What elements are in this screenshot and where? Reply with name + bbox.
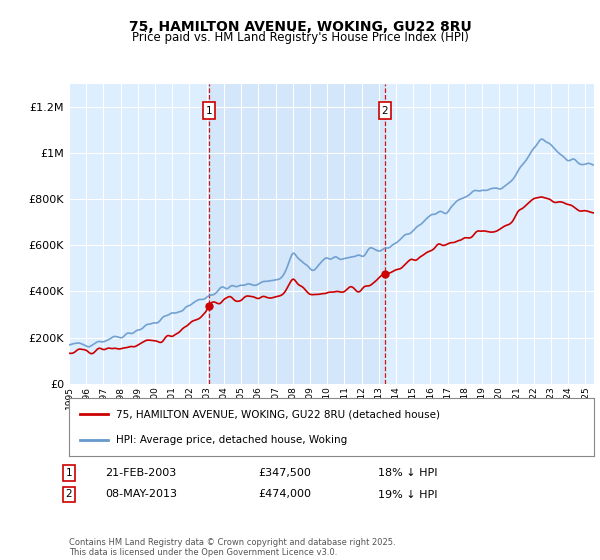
Text: 1: 1 [206,105,212,115]
Text: £474,000: £474,000 [258,489,311,500]
Text: 21-FEB-2003: 21-FEB-2003 [105,468,176,478]
Bar [209,84,385,384]
Text: 75, HAMILTON AVENUE, WOKING, GU22 8RU (detached house): 75, HAMILTON AVENUE, WOKING, GU22 8RU (d… [116,409,440,419]
Text: Contains HM Land Registry data © Crown copyright and database right 2025.
This d: Contains HM Land Registry data © Crown c… [69,538,395,557]
Text: 75, HAMILTON AVENUE, WOKING, GU22 8RU: 75, HAMILTON AVENUE, WOKING, GU22 8RU [128,20,472,34]
Text: 1: 1 [65,468,73,478]
Text: £347,500: £347,500 [258,468,311,478]
Text: Price paid vs. HM Land Registry's House Price Index (HPI): Price paid vs. HM Land Registry's House … [131,31,469,44]
Text: 08-MAY-2013: 08-MAY-2013 [105,489,177,500]
Text: HPI: Average price, detached house, Woking: HPI: Average price, detached house, Woki… [116,435,347,445]
Text: 19% ↓ HPI: 19% ↓ HPI [378,489,437,500]
Text: 2: 2 [382,105,388,115]
Text: 2: 2 [65,489,73,500]
Text: 18% ↓ HPI: 18% ↓ HPI [378,468,437,478]
